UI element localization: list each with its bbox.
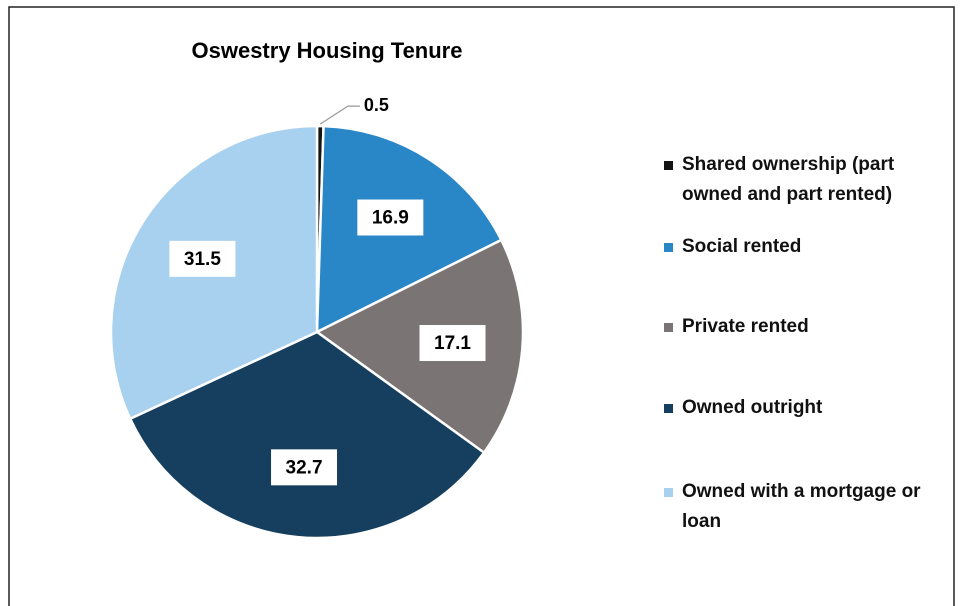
- data-label: 17.1: [434, 333, 471, 354]
- data-label: 31.5: [184, 249, 221, 270]
- leader-line: [319, 105, 360, 125]
- legend-item: Private rented: [662, 312, 809, 342]
- chart-title: Oswestry Housing Tenure: [192, 38, 463, 63]
- legend-swatch: [664, 488, 673, 497]
- data-label: 16.9: [372, 208, 409, 229]
- legend-item: Shared ownership (part owned and part re…: [662, 150, 957, 210]
- data-label: 32.7: [286, 457, 323, 478]
- legend-item: Social rented: [662, 232, 801, 262]
- data-label-box: [169, 240, 236, 277]
- legend-label: Social rented: [682, 236, 802, 257]
- legend-label: Owned with a mortgage or loan: [682, 481, 921, 532]
- data-label: 0.5: [364, 95, 389, 115]
- legend-swatch: [664, 161, 673, 170]
- legend-label: Owned outright: [682, 397, 823, 418]
- legend-item: Owned with a mortgage or loan: [662, 477, 957, 537]
- legend-item: Owned outright: [662, 393, 822, 423]
- legend-label: Private rented: [682, 316, 809, 337]
- legend-label: Shared ownership (part owned and part re…: [682, 154, 895, 205]
- legend-swatch: [664, 243, 673, 252]
- frame: [8, 6, 955, 606]
- legend-swatch: [664, 404, 673, 413]
- data-label-box: [271, 449, 338, 486]
- data-label-box: [357, 199, 424, 236]
- pie-slice: [128, 330, 486, 540]
- legend-swatch: [664, 323, 673, 332]
- data-label-box: [419, 325, 486, 362]
